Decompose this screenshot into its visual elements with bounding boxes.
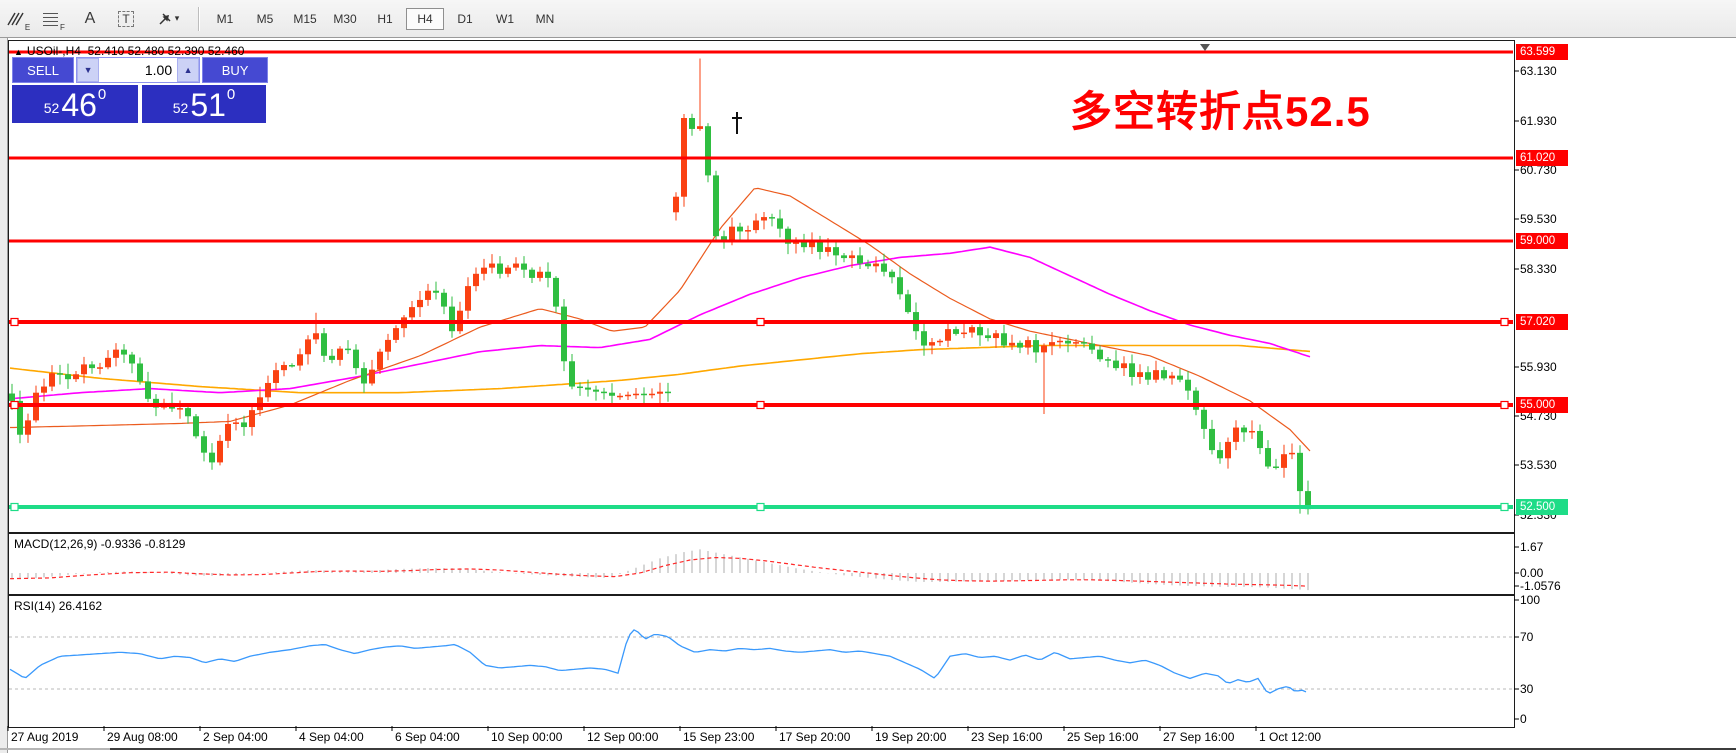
date-axis-label: 27 Aug 2019 (11, 730, 79, 744)
price-level-tag: 55.000 (1516, 397, 1568, 413)
chart-shift-marker-icon[interactable] (1200, 44, 1210, 51)
price-axis-label: 63.130 (1520, 64, 1557, 78)
date-axis-label: 1 Oct 12:00 (1259, 730, 1322, 744)
macd-label: MACD(12,26,9) -0.9336 -0.8129 (14, 537, 186, 551)
volume-up-button[interactable]: ▲ (177, 58, 200, 82)
symbol-name: USOil-,H4 (26, 44, 81, 58)
buy-price-main: 51 (190, 87, 226, 123)
buy-price-display[interactable]: 52 51 0 (142, 85, 266, 123)
arrows-glyph (159, 12, 171, 25)
date-axis-label: 27 Sep 16:00 (1163, 730, 1235, 744)
timeframe-button-m30[interactable]: M30 (333, 11, 357, 26)
rsi-axis-label: 30 (1520, 682, 1534, 696)
macd-axis-label: -1.0576 (1520, 579, 1561, 593)
sell-price-display[interactable]: 52 46 0 (12, 85, 138, 123)
cross-marker (732, 112, 742, 134)
macd-axis-label: 0.00 (1520, 566, 1544, 580)
ohlc-values: 52.410 52.480 52.390 52.460 (87, 44, 245, 58)
price-axis-label: 59.530 (1520, 212, 1557, 226)
bottom-edge-light (0, 748, 110, 750)
sell-button[interactable]: SELL (12, 57, 75, 83)
timeframe-button-d1[interactable]: D1 (457, 11, 473, 26)
rsi-axis-label: 70 (1520, 630, 1534, 644)
date-axis-label: 12 Sep 00:00 (587, 730, 659, 744)
price-level-tag: 59.000 (1516, 233, 1568, 249)
sell-price-pip: 0 (97, 86, 107, 103)
chevron-down-icon: ▾ (174, 13, 180, 23)
date-axis-label: 23 Sep 16:00 (971, 730, 1043, 744)
one-click-trading-panel: SELL ▼ ▲ BUY 52 46 0 52 51 0 (12, 57, 268, 123)
buy-price-pip: 0 (226, 86, 236, 103)
grid-glyph (43, 12, 59, 26)
chart-style-glyph (7, 12, 24, 25)
chart-style-icon[interactable]: E (2, 5, 34, 33)
bottom-edge-dark (110, 748, 1736, 750)
date-axis-label: 6 Sep 04:00 (395, 730, 460, 744)
date-axis-label: 25 Sep 16:00 (1067, 730, 1139, 744)
price-level-tag: 63.599 (1516, 44, 1568, 60)
timeframe-button-w1[interactable]: W1 (496, 11, 514, 26)
date-axis-label: 29 Aug 08:00 (107, 730, 178, 744)
rsi-axis-label: 100 (1520, 593, 1541, 607)
price-axis-label: 60.730 (1520, 163, 1557, 177)
date-axis-label: 4 Sep 04:00 (299, 730, 364, 744)
timeframe-button-m15[interactable]: M15 (293, 11, 317, 26)
buy-price-prefix: 52 (172, 100, 189, 116)
date-axis-label: 17 Sep 20:00 (779, 730, 851, 744)
date-axis-label: 19 Sep 20:00 (875, 730, 947, 744)
text-annotation-icon[interactable]: A (84, 9, 96, 27)
buy-button[interactable]: BUY (202, 57, 268, 83)
window-left-edge (0, 38, 8, 753)
chart-annotation-text: 多空转折点52.5 (1070, 88, 1371, 135)
price-level-tag: 61.020 (1516, 150, 1568, 166)
rsi-axis-label: 0 (1520, 712, 1527, 726)
price-level-tag: 52.500 (1516, 499, 1568, 515)
grid-icon[interactable]: F (38, 5, 70, 33)
date-axis-label: 10 Sep 00:00 (491, 730, 563, 744)
sell-price-main: 46 (61, 87, 97, 123)
price-axis-label: 58.330 (1520, 262, 1557, 276)
price-axis-label: 55.930 (1520, 360, 1557, 374)
price-level-tag: 57.020 (1516, 314, 1568, 330)
volume-down-button[interactable]: ▼ (77, 58, 100, 82)
timeframe-button-h1[interactable]: H1 (377, 11, 393, 26)
symbol-arrow-icon: ▲ (14, 47, 23, 57)
shapes-icon[interactable]: ▾ (146, 5, 190, 33)
timeframe-button-mn[interactable]: MN (535, 11, 555, 26)
date-axis-label: 2 Sep 04:00 (203, 730, 268, 744)
macd-axis-label: 1.67 (1520, 540, 1544, 554)
timeframe-group: M1 M5 M15 M30 H1 H4 D1 W1 MN (205, 7, 565, 30)
date-axis-label: 15 Sep 23:00 (683, 730, 755, 744)
timeframe-button-h4[interactable]: H4 (406, 7, 444, 30)
volume-stepper: ▼ ▲ (76, 57, 201, 83)
sell-price-prefix: 52 (43, 100, 60, 116)
toolbar-separator (198, 6, 199, 31)
ohlc-info-line: ▲ USOil-,H4 52.410 52.480 52.390 52.460 (14, 44, 244, 58)
price-axis-label: 61.930 (1520, 114, 1557, 128)
rsi-pane[interactable] (8, 595, 1515, 728)
timeframe-button-m1[interactable]: M1 (216, 11, 234, 26)
timeframe-button-m5[interactable]: M5 (256, 11, 274, 26)
macd-pane[interactable] (8, 533, 1515, 595)
toolbar: E F A T ▾ M1 M5 M15 M30 H (0, 0, 1736, 38)
price-axis-label: 53.530 (1520, 458, 1557, 472)
text-label-icon[interactable]: T (110, 5, 142, 33)
rsi-label: RSI(14) 26.4162 (14, 599, 103, 613)
volume-input[interactable] (99, 58, 178, 82)
